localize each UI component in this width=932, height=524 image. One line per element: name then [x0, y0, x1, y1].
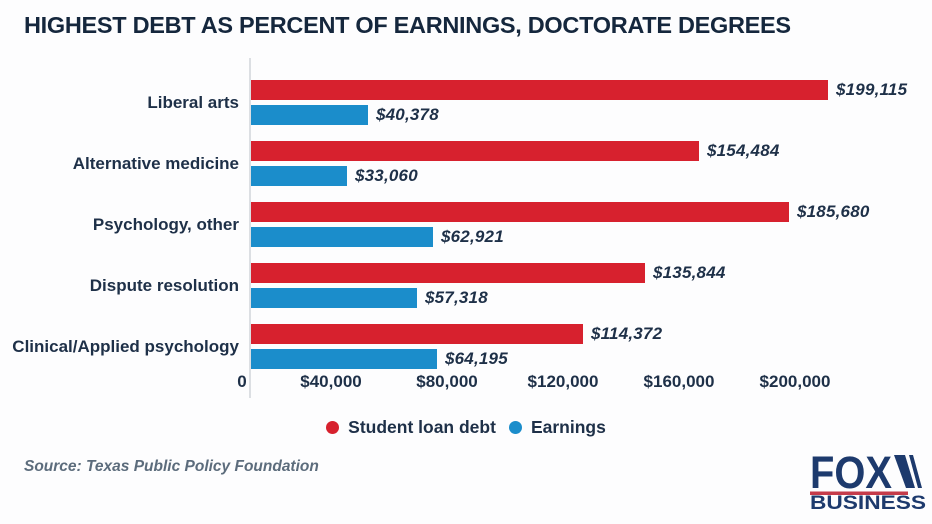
source-attribution: Source: Texas Public Policy Foundation — [24, 458, 319, 475]
bar-row: $199,115 — [251, 80, 932, 100]
bar-pair: $185,680 $62,921 — [251, 202, 932, 247]
category-label: Psychology, other — [92, 214, 239, 234]
bar-value-label: $114,372 — [591, 324, 663, 343]
bar-group: Psychology, other $185,680 $62,921 — [0, 202, 932, 247]
legend-dot-icon — [508, 420, 522, 434]
bar-row: $57,318 — [251, 288, 932, 308]
earnings-bar — [251, 227, 433, 247]
bar-row: $40,378 — [251, 105, 932, 125]
bar-pair: $135,844 $57,318 — [251, 263, 932, 308]
bar-row: $185,680 — [251, 202, 932, 222]
bar-value-label: $57,318 — [425, 288, 488, 307]
searchlight-beam-icon — [909, 455, 922, 488]
legend-dot-icon — [326, 420, 340, 434]
category-label: Liberal arts — [147, 92, 239, 112]
fox-business-logo: FOX BUSINESS — [810, 447, 930, 514]
chart-title: HIGHEST DEBT AS PERCENT OF EARNINGS, DOC… — [24, 12, 791, 38]
debt-bar — [251, 324, 583, 344]
logo-red-line — [810, 491, 908, 495]
bar-row: $62,921 — [251, 227, 932, 247]
searchlight-beam-icon — [894, 455, 915, 488]
bar-chart: Liberal arts $199,115 $40,378 Alternative m… — [0, 56, 932, 402]
bar-groups: Liberal arts $199,115 $40,378 Alternative m… — [0, 80, 932, 385]
bar-pair: $114,372 $64,195 — [251, 324, 932, 369]
bar-value-label: $40,378 — [376, 105, 439, 124]
legend-label: Student loan debt — [348, 416, 496, 437]
bar-row: $154,484 — [251, 141, 932, 161]
debt-bar — [251, 141, 699, 161]
legend-item: Student loan debt — [326, 417, 496, 438]
bar-value-label: $199,115 — [836, 80, 908, 99]
x-tick-label: 0 — [237, 372, 247, 391]
bar-row: $114,372 — [251, 324, 932, 344]
category-label: Clinical/Applied psychology — [12, 336, 239, 356]
bar-group: Dispute resolution $135,844 $57,318 — [0, 263, 932, 308]
bar-value-label: $154,484 — [707, 141, 780, 160]
bar-row: $64,195 — [251, 349, 932, 369]
category-label: Alternative medicine — [72, 153, 239, 173]
debt-bar — [251, 80, 828, 100]
x-tick-label: $200,000 — [759, 372, 831, 391]
earnings-bar — [251, 288, 417, 308]
x-tick-label: $120,000 — [527, 372, 599, 391]
y-axis-line — [249, 58, 251, 398]
bar-row: $135,844 — [251, 263, 932, 283]
debt-bar — [251, 263, 645, 283]
debt-bar — [251, 202, 789, 222]
legend-label: Earnings — [530, 416, 606, 437]
fox-wordmark: FOX — [810, 452, 892, 498]
business-wordmark: BUSINESS — [810, 493, 926, 512]
bar-group: Clinical/Applied psychology $114,372 $64,1… — [0, 324, 932, 369]
earnings-bar — [251, 349, 437, 369]
bar-value-label: $62,921 — [441, 227, 504, 246]
bar-pair: $199,115 $40,378 — [251, 80, 932, 125]
earnings-bar — [251, 105, 368, 125]
category-label: Dispute resolution — [89, 275, 239, 295]
fox-business-logo-graphic: FOX BUSINESS — [810, 447, 926, 514]
bar-value-label: $185,680 — [797, 202, 870, 221]
bar-group: Liberal arts $199,115 $40,378 — [0, 80, 932, 125]
chart-legend: Student loan debt Earnings — [0, 414, 932, 440]
x-tick-label: $80,000 — [416, 372, 478, 391]
bar-group: Alternative medicine $154,484 $33,060 — [0, 141, 932, 186]
x-axis-tick-labels: 0 $40,000 $80,000 $120,000 $160,000 $200,000 — [237, 372, 891, 398]
bar-pair: $154,484 $33,060 — [251, 141, 932, 186]
x-tick-label: $40,000 — [300, 372, 362, 391]
legend-item: Earnings — [508, 416, 606, 438]
bar-row: $33,060 — [251, 166, 932, 186]
bar-value-label: $33,060 — [355, 166, 418, 185]
x-tick-label: $160,000 — [643, 372, 715, 391]
bar-value-label: $135,844 — [653, 263, 726, 282]
bar-value-label: $64,195 — [445, 349, 508, 368]
earnings-bar — [251, 166, 347, 186]
